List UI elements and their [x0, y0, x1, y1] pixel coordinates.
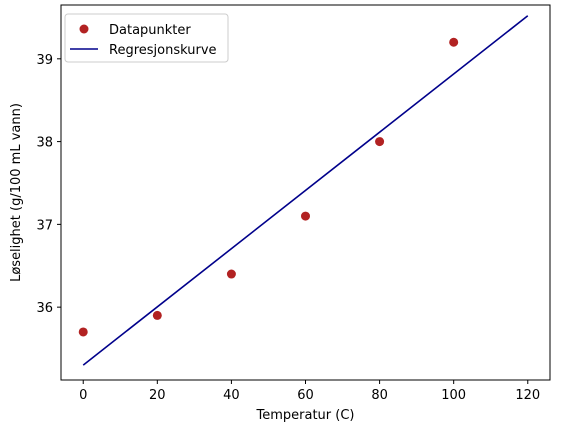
- x-tick-label: 80: [371, 388, 388, 403]
- data-point: [226, 269, 236, 279]
- y-tick-label: 37: [36, 218, 53, 233]
- x-tick-label: 40: [223, 388, 240, 403]
- series-layer: [78, 15, 529, 366]
- y-axis: 36 37 38 39: [36, 53, 61, 316]
- x-tick-label: 20: [149, 388, 166, 403]
- regression-line: [82, 15, 529, 366]
- x-axis-label: Temperatur (C): [256, 408, 355, 423]
- data-point: [301, 211, 310, 221]
- legend-label-regresjonskurve: Regresjonskurve: [109, 43, 217, 58]
- y-tick-label: 38: [36, 136, 53, 151]
- data-point: [78, 327, 88, 337]
- y-tick-label: 39: [36, 53, 53, 68]
- y-tick-label: 36: [36, 301, 53, 316]
- data-point: [449, 37, 459, 47]
- x-tick-label: 100: [441, 388, 466, 403]
- legend-box: [64, 13, 229, 63]
- x-tick-label: 120: [515, 388, 540, 403]
- y-axis-label: Løselighet (g/100 mL vann): [9, 103, 24, 282]
- data-point: [152, 310, 162, 320]
- x-tick-label: 60: [297, 388, 314, 403]
- legend-marker-datapunkter: [79, 24, 89, 34]
- x-axis: 0 20 40 60 80 100 120: [79, 380, 540, 403]
- data-point: [375, 137, 385, 147]
- legend: Datapunkter Regresjonskurve: [64, 13, 229, 63]
- legend-label-datapunkter: Datapunkter: [109, 23, 191, 38]
- x-tick-label: 0: [79, 388, 87, 403]
